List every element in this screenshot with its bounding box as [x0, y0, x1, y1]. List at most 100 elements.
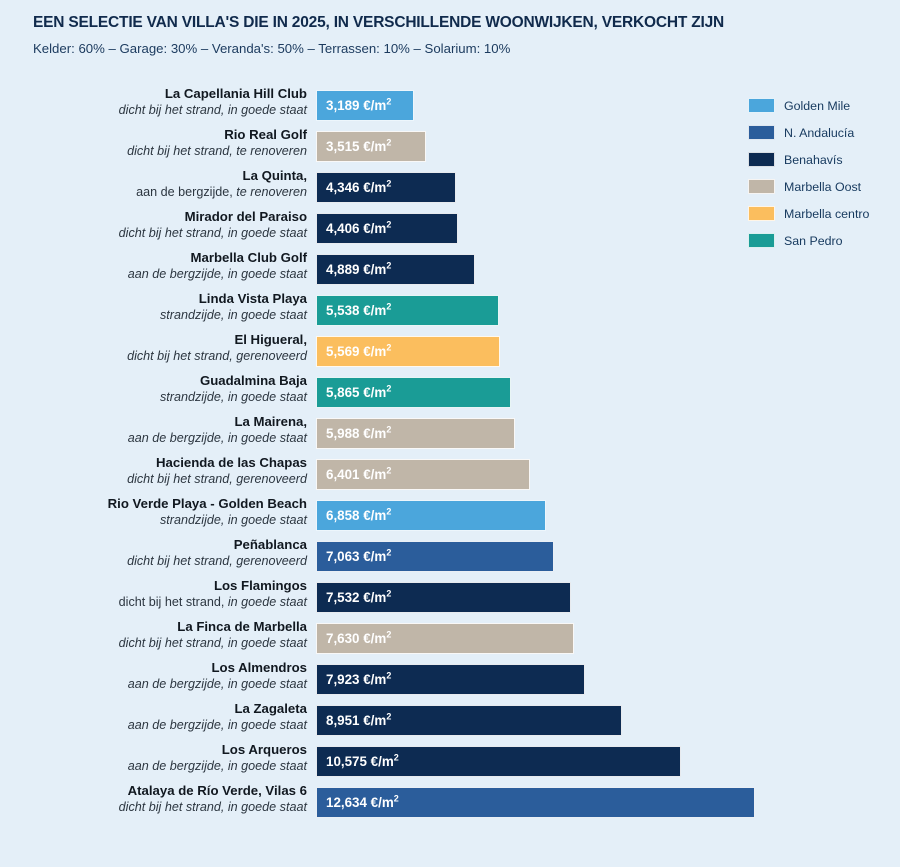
bar-row-description: aan de bergzijde, in goede staat [0, 759, 307, 775]
bar-value-label: 5,865 €/m2 [326, 383, 392, 400]
bar[interactable]: 10,575 €/m2 [316, 746, 681, 777]
bar[interactable]: 4,346 €/m2 [316, 172, 456, 203]
bar-value-label: 7,923 €/m2 [326, 670, 392, 687]
bar-value-label: 4,889 €/m2 [326, 260, 392, 277]
bar-row-labels: La Capellania Hill Club dicht bij het str… [0, 86, 307, 119]
bar-row-description-italic: aan de bergzijde, in goede staat [127, 717, 307, 732]
bar[interactable]: 5,538 €/m2 [316, 295, 499, 326]
bar-row-labels: Marbella Club Golf aan de bergzijde, in g… [0, 250, 307, 283]
bar-row-description-italic: dicht bij het strand, in goede staat [118, 635, 307, 650]
bar-row-description: dicht bij het strand, in goede staat [0, 800, 307, 816]
legend-item-label: Marbella Oost [784, 179, 862, 194]
bar-row-name: La Finca de Marbella [177, 619, 307, 634]
bar-value-superscript: 2 [386, 96, 392, 107]
bar-value-superscript: 2 [386, 465, 392, 476]
legend-item-label: San Pedro [784, 233, 843, 248]
bar-row-labels: La Zagaleta aan de bergzijde, in goede st… [0, 701, 307, 734]
bar-value-label: 5,569 €/m2 [326, 342, 392, 359]
bar-row: Atalaya de Río Verde, Vilas 6 dicht bij h… [0, 783, 900, 818]
bar[interactable]: 5,988 €/m2 [316, 418, 516, 449]
bar-row-labels: La Finca de Marbella dicht bij het strand… [0, 619, 307, 652]
bar[interactable]: 6,401 €/m2 [316, 459, 530, 490]
bar-row-labels: Rio Real Golf dicht bij het strand, te re… [0, 127, 307, 160]
bar-row: Mirador del Paraiso dicht bij het strand,… [0, 209, 900, 244]
bar-value-superscript: 2 [393, 793, 399, 804]
bar[interactable]: 4,406 €/m2 [316, 213, 458, 244]
bar-row-description: aan de bergzijde, in goede staat [0, 431, 307, 447]
bar-row: El Higueral, dicht bij het strand, gereno… [0, 332, 900, 367]
bar-value-superscript: 2 [386, 588, 392, 599]
bar-value-label: 10,575 €/m2 [326, 752, 399, 769]
bar-value-label: 6,401 €/m2 [326, 465, 392, 482]
bar-value-superscript: 2 [386, 260, 392, 271]
legend-item-label: Golden Mile [784, 98, 851, 113]
bar-row-description: strandzijde, in goede staat [0, 513, 307, 529]
bar[interactable]: 8,951 €/m2 [316, 705, 623, 736]
bar[interactable]: 7,063 €/m2 [316, 541, 554, 572]
page-title: EEN SELECTIE VAN VILLA'S DIE IN 2025, IN… [33, 14, 725, 31]
bar[interactable]: 7,532 €/m2 [316, 582, 571, 613]
bar-row-description: dicht bij het strand, in goede staat [0, 636, 307, 652]
bar-row: La Mairena, aan de bergzijde, in goede st… [0, 414, 900, 449]
legend-item-label: Benahavís [784, 152, 843, 167]
bar[interactable]: 7,923 €/m2 [316, 664, 585, 695]
bar-row-description: strandzijde, in goede staat [0, 308, 307, 324]
bar-row-name: Los Arqueros [221, 742, 307, 757]
bar[interactable]: 12,634 €/m2 [316, 787, 755, 818]
bar[interactable]: 3,515 €/m2 [316, 131, 426, 162]
bar[interactable]: 4,889 €/m2 [316, 254, 476, 285]
bar-row-name: Rio Verde Playa - Golden Beach [107, 496, 307, 511]
legend-item[interactable]: Marbella Oost [748, 173, 898, 200]
bar-value-superscript: 2 [386, 219, 392, 230]
bar-row: Rio Real Golf dicht bij het strand, te re… [0, 127, 900, 162]
bar-row-description-italic: aan de bergzijde, in goede staat [127, 266, 307, 281]
chart-legend: Golden Mile N. Andalucía Benahavís Marbella… [748, 92, 898, 254]
bar-row-name: La Mairena, [234, 414, 307, 429]
bar-value-superscript: 2 [386, 301, 392, 312]
bar-row-description: dicht bij het strand, in goede staat [0, 595, 307, 611]
legend-swatch-icon [748, 233, 775, 248]
bar-row-name: La Capellania Hill Club [164, 86, 307, 101]
legend-item[interactable]: Golden Mile [748, 92, 898, 119]
bar-value-superscript: 2 [386, 178, 392, 189]
bar-row-name: Rio Real Golf [224, 127, 307, 142]
bar-value-label: 8,951 €/m2 [326, 711, 392, 728]
legend-item[interactable]: San Pedro [748, 227, 898, 254]
bar-row-description-italic: dicht bij het strand, gerenoveerd [127, 471, 307, 486]
bar-row-description-italic: aan de bergzijde, in goede staat [127, 676, 307, 691]
bar-row-description-italic: in goede staat [227, 594, 307, 609]
bar-value-superscript: 2 [386, 342, 392, 353]
bar-value-label: 4,406 €/m2 [326, 219, 392, 236]
bar-row-labels: Atalaya de Río Verde, Vilas 6 dicht bij h… [0, 783, 307, 816]
legend-item[interactable]: N. Andalucía [748, 119, 898, 146]
legend-swatch-icon [748, 125, 775, 140]
bar-row-description-italic: dicht bij het strand, te renoveren [127, 143, 307, 158]
bar-row-name: El Higueral, [234, 332, 307, 347]
bar-row-description-italic: strandzijde, in goede staat [159, 389, 307, 404]
bar-value-label: 5,988 €/m2 [326, 424, 392, 441]
legend-item[interactable]: Marbella centro [748, 200, 898, 227]
bar-row-description-italic: dicht bij het strand, gerenoveerd [127, 553, 307, 568]
bar-value-superscript: 2 [386, 383, 392, 394]
bar-row-description: strandzijde, in goede staat [0, 390, 307, 406]
bar[interactable]: 3,189 €/m2 [316, 90, 414, 121]
bar[interactable]: 7,630 €/m2 [316, 623, 575, 654]
bar-value-label: 3,189 €/m2 [326, 96, 392, 113]
legend-swatch-icon [748, 98, 775, 113]
bar-row: Linda Vista Playa strandzijde, in goede s… [0, 291, 900, 326]
bar-row-description-italic: dicht bij het strand, in goede staat [118, 102, 307, 117]
bar[interactable]: 6,858 €/m2 [316, 500, 547, 531]
bar-value-label: 7,532 €/m2 [326, 588, 392, 605]
bar[interactable]: 5,569 €/m2 [316, 336, 500, 367]
bar-row-description: dicht bij het strand, gerenoveerd [0, 472, 307, 488]
bar-row-labels: Hacienda de las Chapas dicht bij het stra… [0, 455, 307, 488]
bar-row-description-italic: aan de bergzijde, in goede staat [127, 430, 307, 445]
legend-item[interactable]: Benahavís [748, 146, 898, 173]
chart-header: EEN SELECTIE VAN VILLA'S DIE IN 2025, IN… [33, 14, 873, 56]
bar[interactable]: 5,865 €/m2 [316, 377, 511, 408]
bar-row-description-italic: aan de bergzijde, in goede staat [127, 758, 307, 773]
bar-row-labels: Peñablanca dicht bij het strand, gerenove… [0, 537, 307, 570]
bar-row-name: La Zagaleta [234, 701, 307, 716]
bar-row-labels: Linda Vista Playa strandzijde, in goede s… [0, 291, 307, 324]
